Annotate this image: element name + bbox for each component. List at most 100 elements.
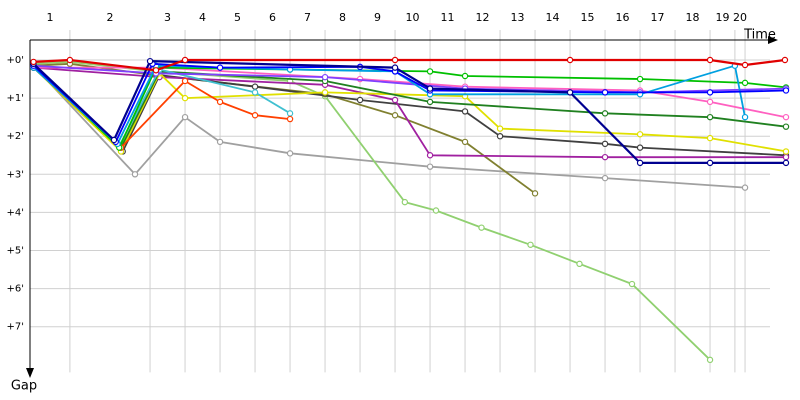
data-point	[426, 152, 434, 159]
x-tick-label: 15	[581, 11, 595, 24]
data-point	[251, 89, 259, 96]
data-point	[461, 72, 469, 80]
x-tick-label: 3	[164, 11, 171, 24]
data-point	[216, 64, 224, 71]
x-axis-arrow	[768, 36, 778, 44]
series-line	[32, 66, 787, 149]
y-tick-label: +5'	[7, 246, 25, 257]
data-point	[636, 75, 644, 83]
data-point	[741, 113, 749, 121]
data-point	[636, 144, 644, 151]
x-tick-label: 10	[406, 11, 420, 24]
data-point	[566, 89, 574, 96]
data-point	[181, 113, 189, 121]
x-tick-label: 13	[511, 11, 525, 24]
x-tick-label: 12	[476, 11, 490, 24]
series-line	[32, 62, 787, 143]
data-point	[566, 56, 574, 64]
data-point	[146, 57, 154, 65]
data-point	[286, 110, 294, 117]
x-tick-label: 20	[733, 11, 747, 24]
x-tick-label: 1	[46, 11, 53, 24]
data-point	[706, 56, 714, 64]
data-point	[741, 61, 749, 69]
data-point	[706, 159, 714, 167]
data-point	[216, 98, 224, 106]
data-point	[706, 356, 714, 364]
data-point	[496, 132, 504, 140]
data-point	[321, 73, 329, 81]
data-point	[426, 85, 434, 92]
data-point	[527, 241, 534, 248]
data-point	[782, 153, 790, 161]
data-point	[601, 153, 609, 161]
data-point	[321, 89, 329, 96]
x-tick-label: 6	[269, 11, 276, 24]
data-point	[426, 68, 434, 75]
data-point	[216, 138, 224, 146]
data-point	[461, 108, 469, 115]
data-point	[251, 112, 259, 119]
data-point	[110, 136, 118, 144]
data-point	[782, 87, 790, 94]
data-point	[706, 89, 714, 96]
data-point	[426, 163, 434, 170]
data-point	[636, 159, 644, 167]
x-tick-label: 4	[199, 11, 206, 24]
data-point	[391, 96, 399, 104]
data-point	[706, 98, 714, 106]
y-tick-label: +0'	[7, 55, 25, 66]
data-point	[601, 174, 609, 182]
data-point	[401, 198, 409, 206]
data-point	[741, 184, 749, 191]
x-tick-label: 16	[616, 11, 630, 24]
x-tick-label: 8	[339, 11, 346, 24]
y-tick-label: +6'	[7, 284, 25, 295]
data-point	[531, 190, 539, 197]
series-line	[33, 61, 711, 361]
data-point	[286, 150, 294, 157]
data-point	[781, 56, 789, 64]
x-tick-label: 14	[546, 11, 560, 24]
data-point	[152, 67, 160, 74]
x-tick-label: 18	[686, 11, 700, 24]
data-point	[426, 98, 434, 106]
y-tick-label: +3'	[7, 169, 25, 180]
x-tick-label: 17	[651, 11, 665, 24]
y-tick-label: +4'	[7, 207, 25, 218]
data-point	[706, 134, 714, 142]
data-point	[461, 138, 469, 146]
data-point	[286, 115, 294, 123]
data-point	[782, 148, 790, 155]
data-point	[30, 58, 37, 66]
y-axis-arrow	[26, 368, 34, 378]
x-tick-label: 2	[106, 11, 113, 24]
data-point	[741, 79, 749, 87]
series-line	[33, 58, 786, 72]
y-tick-label: +2'	[7, 131, 25, 142]
data-point	[391, 64, 399, 71]
data-point	[181, 94, 189, 102]
data-point	[706, 113, 714, 121]
data-point	[181, 56, 189, 64]
data-point	[131, 171, 139, 178]
data-point	[496, 125, 504, 132]
data-point	[576, 260, 583, 268]
x-tick-label: 11	[441, 11, 455, 24]
data-point	[66, 56, 74, 64]
data-point	[782, 159, 790, 167]
data-point	[636, 131, 644, 138]
data-point	[601, 140, 609, 148]
data-point	[391, 112, 399, 119]
x-tick-label: 7	[304, 11, 311, 24]
y-tick-label: +1'	[7, 93, 25, 104]
data-point	[478, 224, 485, 231]
data-point	[628, 280, 636, 288]
data-point	[432, 207, 440, 214]
data-point	[251, 83, 259, 90]
x-tick-label: 19	[715, 11, 729, 24]
data-point	[782, 123, 790, 130]
data-point	[782, 113, 790, 121]
x-tick-label: 5	[234, 11, 241, 24]
